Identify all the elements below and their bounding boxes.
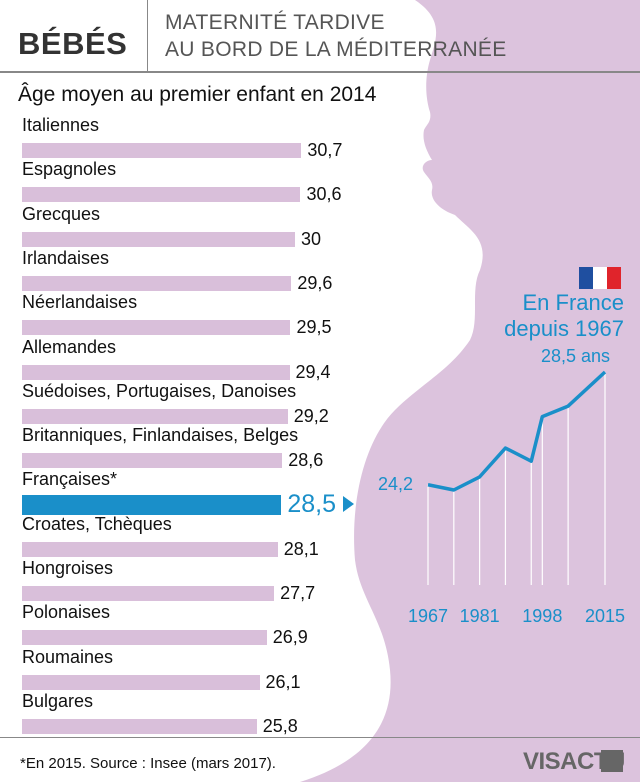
bar-category-label: Allemandes bbox=[22, 336, 117, 357]
header-subtitle-line-1: MATERNITÉ TARDIVE bbox=[165, 11, 385, 34]
bar bbox=[22, 187, 301, 203]
visactu-logo-mark-icon bbox=[601, 750, 623, 772]
chart-title: Âge moyen au premier enfant en 2014 bbox=[18, 83, 377, 106]
bar-highlight bbox=[22, 495, 282, 516]
bar-value-label: 29,4 bbox=[295, 361, 331, 382]
bar-category-label: Roumaines bbox=[22, 646, 114, 667]
bar-value-label: 29,6 bbox=[297, 272, 333, 293]
bar-value-label: 27,7 bbox=[280, 583, 316, 603]
bar bbox=[22, 630, 267, 646]
header-divider bbox=[147, 0, 148, 72]
bar-value-label: 29,2 bbox=[293, 405, 329, 426]
bar-category-label: Espagnoles bbox=[22, 159, 117, 180]
header-subtitle-line-2: AU BORD DE LA MÉDITERRANÉE bbox=[165, 38, 507, 61]
bar-value-label: 30,6 bbox=[306, 184, 342, 205]
bar-category-label: Croates, Tchèques bbox=[22, 513, 172, 534]
bar-value-label: 25,8 bbox=[262, 715, 298, 736]
bar bbox=[22, 541, 278, 557]
bar bbox=[22, 453, 283, 469]
bar-value-label: 26,9 bbox=[272, 627, 308, 648]
header-rule bbox=[0, 71, 640, 73]
france-title-line-1: En France bbox=[522, 290, 625, 315]
bar-value-label: 28,6 bbox=[288, 450, 324, 471]
bar bbox=[22, 231, 295, 247]
bar-category-label: Britanniques, Finlandaises, Belges bbox=[22, 425, 299, 446]
bar bbox=[22, 408, 288, 424]
header-title: BÉBÉS bbox=[18, 26, 128, 61]
bar-category-label: Hongroises bbox=[22, 558, 114, 578]
bar bbox=[22, 674, 260, 690]
france-end-label: 28,5 ans bbox=[541, 346, 611, 366]
france-title-line-2: depuis 1967 bbox=[504, 316, 624, 341]
bar-category-label: Bulgares bbox=[22, 690, 94, 711]
bar bbox=[22, 320, 291, 336]
bar-category-label: Irlandaises bbox=[22, 247, 110, 268]
bar-value-label: 29,5 bbox=[296, 317, 332, 338]
bar-category-label: Italiennes bbox=[22, 115, 100, 135]
bar-category-label: Suédoises, Portugaises, Danoises bbox=[22, 380, 297, 401]
bar-value-label: 28,5 bbox=[287, 490, 337, 519]
footnote: *En 2015. Source : Insee (mars 2017). bbox=[20, 755, 276, 772]
footer-rule bbox=[0, 737, 640, 738]
bar bbox=[22, 586, 275, 601]
bar-value-label: 30 bbox=[301, 228, 322, 249]
france-start-label: 24,2 bbox=[378, 474, 414, 494]
bar-category-label: Françaises* bbox=[22, 469, 118, 490]
bar-category-label: Polonaises bbox=[22, 602, 111, 623]
bar-category-label: Grecques bbox=[22, 203, 101, 224]
bar-value-label: 26,1 bbox=[265, 671, 301, 692]
bar-value-label: 30,7 bbox=[307, 140, 343, 160]
bar-category-label: Néerlandaises bbox=[22, 292, 138, 313]
bar bbox=[22, 364, 290, 380]
bar bbox=[22, 143, 302, 158]
bar bbox=[22, 718, 257, 734]
french-flag-icon bbox=[579, 267, 621, 289]
bar bbox=[22, 275, 292, 291]
bar-value-label: 28,1 bbox=[283, 538, 319, 559]
highlight-arrow-icon bbox=[343, 496, 355, 513]
